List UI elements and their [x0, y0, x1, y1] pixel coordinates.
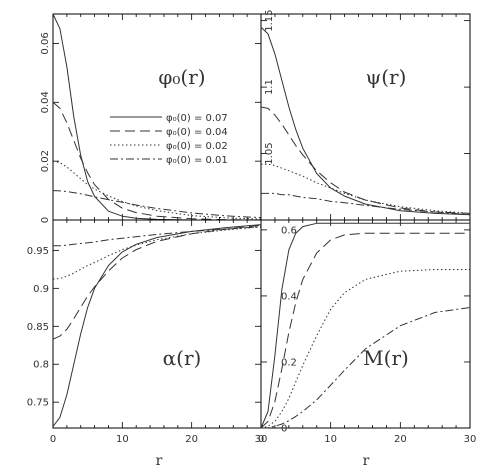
- x-tick-label: 10: [116, 434, 129, 445]
- y-tick-label: 0.4: [281, 291, 297, 302]
- y-tick-label: 0.6: [281, 225, 297, 236]
- y-tick-label: 1.05: [264, 142, 275, 164]
- series-line-dash-dot: [53, 226, 262, 247]
- legend: φ₀(0) = 0.07 φ₀(0) = 0.04 φ₀(0) = 0.02 φ…: [110, 113, 228, 166]
- x-tick-label: 20: [185, 434, 198, 445]
- y-tick-label: 1.15: [264, 10, 275, 32]
- series-line-long-dash: [52, 101, 262, 221]
- y-tick-label: 0.8: [33, 360, 49, 371]
- series-line-long-dash: [260, 106, 471, 214]
- series-line-solid: [260, 26, 471, 216]
- y-tick-label: 1.1: [264, 79, 275, 95]
- panel-label-2: ψ(r): [366, 65, 407, 89]
- x-tick-label: 10: [324, 434, 337, 445]
- series-line-long-dash: [52, 224, 262, 340]
- series-line-dash-dot: [52, 190, 262, 219]
- series-line-dotted: [52, 226, 262, 280]
- y-tick-label: 0: [281, 424, 287, 435]
- series-line-dotted: [260, 269, 470, 429]
- x-tick-label: 20: [394, 434, 407, 445]
- legend-label-1: φ₀(0) = 0.07: [166, 113, 228, 124]
- y-tick-label: 0.75: [27, 398, 49, 409]
- y-tick-label: 0.85: [27, 322, 49, 333]
- x-tick-label: 30: [464, 434, 477, 445]
- panel-label-3: α(r): [163, 346, 202, 370]
- series-line-solid: [260, 222, 470, 429]
- y-tick-label: 0.06: [40, 32, 51, 54]
- x-tick-label: 0: [50, 434, 56, 445]
- series-line-dotted: [261, 163, 471, 214]
- panel-label-4: M(r): [363, 346, 409, 370]
- x-tick-label: 30: [255, 434, 268, 445]
- y-tick-label: 0.95: [27, 246, 49, 257]
- x-axis-label-left: r: [156, 453, 163, 469]
- x-axis-label-right: r: [363, 453, 370, 469]
- y-tick-label: 0.02: [40, 150, 51, 172]
- series-line-solid: [52, 224, 262, 427]
- y-tick-label: 0.04: [40, 91, 51, 113]
- legend-label-4: φ₀(0) = 0.01: [166, 155, 228, 166]
- legend-label-3: φ₀(0) = 0.02: [166, 141, 228, 152]
- y-tick-label: 0.9: [33, 284, 49, 295]
- series-line-dash-dot: [261, 192, 471, 216]
- series-line-dotted: [52, 160, 262, 220]
- legend-label-2: φ₀(0) = 0.04: [166, 127, 228, 138]
- series-line-long-dash: [260, 232, 470, 429]
- y-tick-label: 0.2: [281, 357, 297, 368]
- y-tick-label: 0: [40, 217, 51, 223]
- panel-frame-3: [52, 219, 262, 429]
- panel-frame-4: [260, 219, 471, 429]
- series-line-dash-dot: [260, 307, 471, 429]
- panel-label-1: φ₀(r): [158, 65, 205, 89]
- x-tick-label: 0: [258, 434, 264, 445]
